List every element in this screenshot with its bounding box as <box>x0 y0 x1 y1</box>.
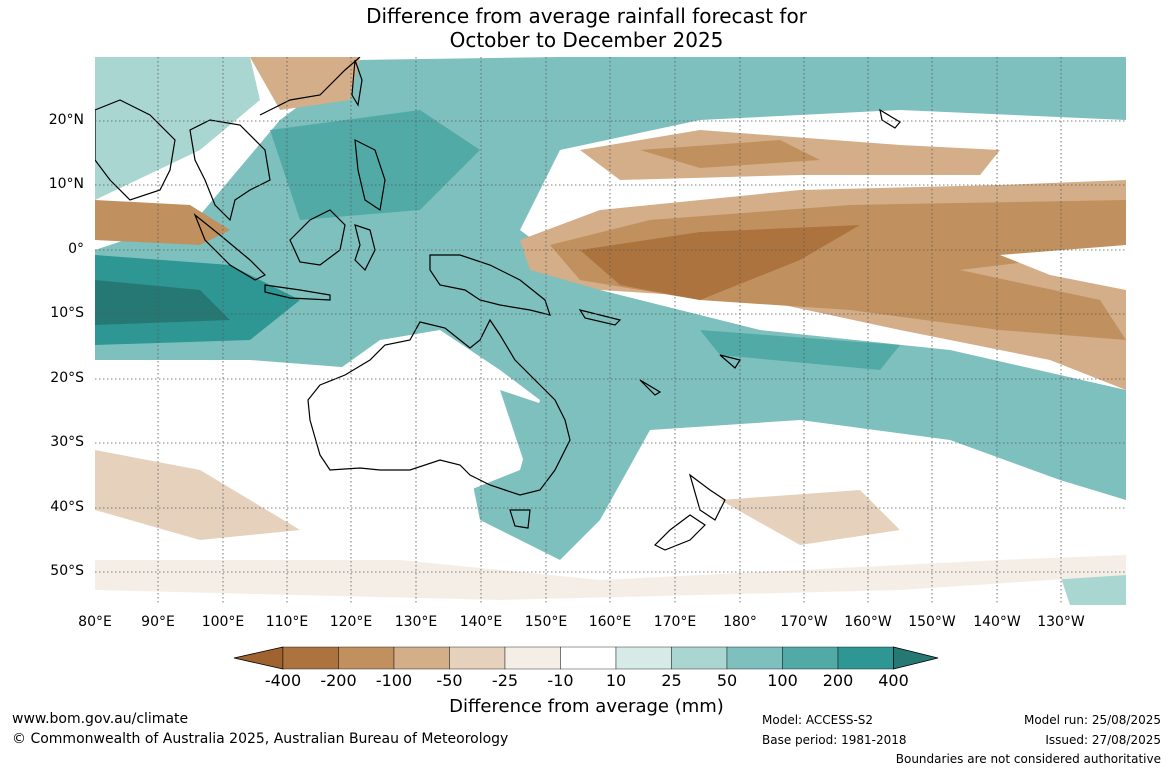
wet-region-east-pacific <box>700 330 900 370</box>
colorbar-tick-label: 100 <box>767 671 798 690</box>
sumatra-coast <box>193 213 267 281</box>
china-coast <box>259 57 361 116</box>
colorbar-tick-label: 25 <box>661 671 682 690</box>
colorbar-segment <box>560 646 617 670</box>
lon-tick-label: 100°E <box>201 614 245 630</box>
lat-tick-label: 50°S <box>50 563 84 579</box>
coastlines <box>95 57 901 551</box>
colorbar-segment <box>615 646 672 670</box>
colorbar-tick-label: 10 <box>605 671 627 690</box>
dry-region-china <box>250 57 360 110</box>
indochina-coast <box>189 119 271 222</box>
australia-coast <box>307 318 571 496</box>
colorbar-tick-label: -400 <box>264 671 302 690</box>
lat-tick-label: 10°S <box>50 305 84 321</box>
dry-region-south-pacific <box>720 490 900 545</box>
dry-region-south-indian <box>95 450 300 540</box>
colorbar-segment <box>338 646 395 670</box>
wet-region-north <box>270 110 480 220</box>
dry-region-strong <box>580 225 860 300</box>
colorbar-tick-label: -200 <box>320 671 357 690</box>
colorbar-segment <box>449 646 506 670</box>
lon-tick-label: 140°W <box>973 614 1021 630</box>
copyright-text: © Commonwealth of Australia 2025, Austra… <box>12 731 509 747</box>
lon-tick-label: 130°E <box>394 614 438 630</box>
model-run-text: Model run: 25/08/2025 <box>1023 713 1161 727</box>
colorbar-segment <box>282 646 339 670</box>
lon-tick-label: 130°W <box>1037 614 1085 630</box>
colorbar-title: Difference from average (mm) <box>449 696 724 717</box>
lat-tick-label: 20°S <box>50 370 84 386</box>
india-coast <box>95 99 176 201</box>
lon-tick-label: 90°E <box>141 614 175 630</box>
website-link[interactable]: www.bom.gov.au/climate <box>12 711 189 727</box>
colorbar-tick-label: -50 <box>436 671 463 690</box>
lat-tick-label: 30°S <box>50 434 84 450</box>
issued-text: Issued: 27/08/2025 <box>1045 733 1161 747</box>
vanuatu-coast <box>639 379 662 396</box>
java-coast <box>264 284 331 301</box>
title-line-2: October to December 2025 <box>449 28 724 52</box>
colorbar-segment <box>504 646 561 670</box>
colorbar <box>233 646 939 670</box>
colorbar-segment <box>837 646 894 670</box>
colorbar-arrow-left <box>233 646 284 670</box>
lon-tick-label: 120°E <box>329 614 373 630</box>
japan-coast <box>351 59 363 107</box>
lon-tick-label: 80°E <box>78 614 112 630</box>
new-zealand-north-coast <box>688 473 726 521</box>
disclaimer-text: Boundaries are not considered authoritat… <box>895 752 1161 766</box>
wet-region-light <box>95 57 260 200</box>
lon-tick-label: 170°E <box>653 614 697 630</box>
colorbar-segment <box>671 646 728 670</box>
lon-tick-label: 160°E <box>588 614 632 630</box>
lon-tick-label: 170°W <box>780 614 828 630</box>
dry-band-north-core <box>640 140 820 168</box>
new-guinea-coast <box>429 254 551 316</box>
colorbar-segment <box>782 646 839 670</box>
lon-tick-label: 150°W <box>908 614 956 630</box>
colorbar-tick-label: -100 <box>375 671 413 690</box>
lat-tick-label: 0° <box>68 241 84 257</box>
lon-tick-label: 150°E <box>524 614 568 630</box>
solomon-islands-coast <box>578 309 622 326</box>
lon-tick-label: 110°E <box>265 614 309 630</box>
colorbar-segment <box>393 646 450 670</box>
colorbar-tick-label: 200 <box>822 671 854 690</box>
colorbar-arrow-right <box>893 646 939 670</box>
lon-tick-label: 180° <box>723 614 757 630</box>
colorbar-tick-label: 400 <box>878 671 909 690</box>
philippines-coast <box>354 138 386 212</box>
colorbar-tick-label: -25 <box>491 671 519 690</box>
lon-tick-label: 140°E <box>459 614 503 630</box>
australia-east-wet <box>500 390 580 510</box>
lat-tick-label: 10°N <box>48 176 84 192</box>
base-period-text: Base period: 1981-2018 <box>762 733 907 747</box>
new-zealand-south-coast <box>653 514 706 551</box>
colorbar-tick-label: 50 <box>716 671 738 690</box>
map-title: Difference from average rainfall forecas… <box>0 4 1173 52</box>
sulawesi-coast <box>354 224 376 272</box>
rainfall-field <box>95 57 1126 605</box>
dry-region-indian <box>95 200 230 245</box>
lat-tick-label: 20°N <box>48 112 84 128</box>
colorbar-tick-label: -10 <box>547 671 574 690</box>
borneo-coast <box>289 209 346 266</box>
lon-tick-label: 160°W <box>844 614 892 630</box>
title-line-1: Difference from average rainfall forecas… <box>366 4 807 28</box>
light-band-south <box>95 555 1126 600</box>
lat-tick-label: 40°S <box>50 499 84 515</box>
hawaii-coast <box>879 108 901 129</box>
australia-white <box>310 330 540 490</box>
tasmania-coast <box>509 509 531 529</box>
gridlines <box>95 57 1126 605</box>
colorbar-segment <box>726 646 783 670</box>
white-gap-pacific <box>1000 245 1126 290</box>
fiji-coast <box>719 354 741 369</box>
model-text: Model: ACCESS-S2 <box>762 713 874 727</box>
wet-region-south-pacific <box>1060 570 1126 605</box>
